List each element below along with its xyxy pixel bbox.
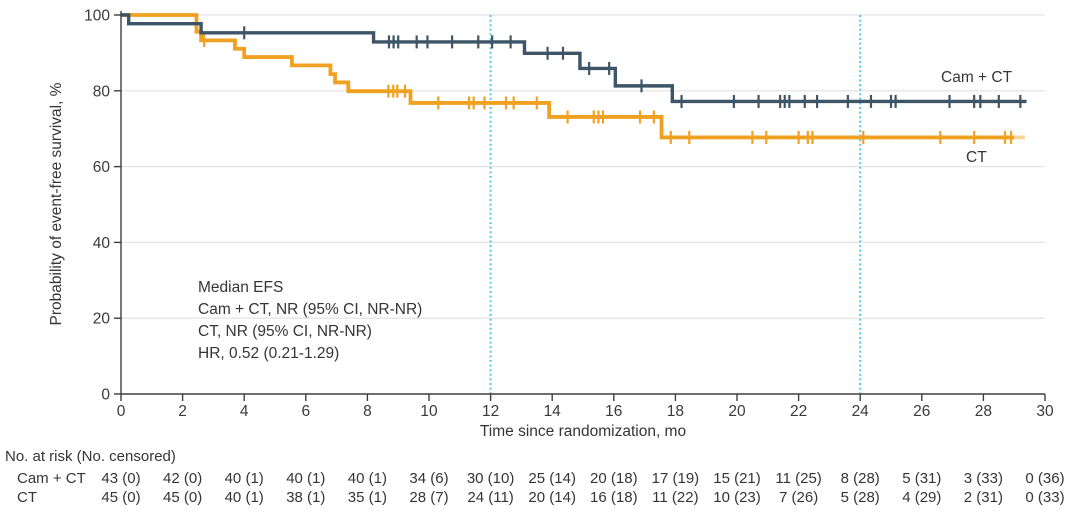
x-tick-label-2: 2 xyxy=(178,403,187,420)
y-tick-label-60: 60 xyxy=(93,159,111,176)
x-tick-label-30: 30 xyxy=(1036,403,1054,420)
risk-value: 28 (7) xyxy=(409,489,449,506)
risk-value: 11 (25) xyxy=(775,470,822,487)
y-tick-label-20: 20 xyxy=(93,311,111,328)
risk-value: 10 (23) xyxy=(713,489,761,506)
x-tick-label-12: 12 xyxy=(482,403,499,420)
x-tick-label-10: 10 xyxy=(420,403,438,420)
risk-value: 35 (1) xyxy=(347,489,387,506)
risk-value: 0 (36) xyxy=(1025,470,1065,487)
risk-value: 40 (1) xyxy=(224,489,264,506)
x-tick-label-28: 28 xyxy=(975,403,992,420)
risk-value: 42 (0) xyxy=(163,470,203,487)
risk-table-header: No. at risk (No. censored) xyxy=(5,448,176,465)
risk-row-label-ct: CT xyxy=(17,489,37,506)
risk-value: 24 (11) xyxy=(467,489,514,506)
median-efs-annotation: Median EFS Cam + CT, NR (95% CI, NR-NR) … xyxy=(198,277,422,365)
x-tick-label-6: 6 xyxy=(301,403,310,420)
x-axis-title: Time since randomization, mo xyxy=(479,423,687,440)
risk-value: 20 (18) xyxy=(590,470,638,487)
km-curve-ct xyxy=(121,13,1015,140)
risk-value: 2 (31) xyxy=(963,489,1003,506)
x-tick-label-24: 24 xyxy=(852,403,870,420)
risk-value: 11 (22) xyxy=(652,489,699,506)
curve-label-ct: CT xyxy=(966,149,987,166)
x-tick-label-22: 22 xyxy=(790,403,807,420)
risk-value: 17 (19) xyxy=(651,470,700,487)
risk-value: 43 (0) xyxy=(101,470,141,487)
x-tick-label-4: 4 xyxy=(240,403,249,420)
risk-value: 38 (1) xyxy=(286,489,326,506)
y-tick-label-40: 40 xyxy=(93,235,111,252)
risk-value: 15 (21) xyxy=(713,470,761,487)
x-tick-label-8: 8 xyxy=(363,403,372,420)
x-tick-label-26: 26 xyxy=(913,403,930,420)
risk-value: 7 (26) xyxy=(779,489,819,506)
risk-value: 40 (1) xyxy=(224,470,264,487)
risk-value: 4 (29) xyxy=(902,489,942,506)
risk-value: 5 (28) xyxy=(840,489,880,506)
y-tick-label-0: 0 xyxy=(101,387,110,404)
risk-value: 25 (14) xyxy=(528,470,576,487)
risk-value: 30 (10) xyxy=(466,470,515,487)
annotation-line-median: Median EFS xyxy=(198,279,284,296)
y-tick-label-80: 80 xyxy=(93,83,111,100)
risk-value: 40 (1) xyxy=(347,470,387,487)
risk-value: 16 (18) xyxy=(590,489,638,506)
x-tick-label-16: 16 xyxy=(605,403,622,420)
y-tick-label-100: 100 xyxy=(84,8,110,25)
x-tick-label-20: 20 xyxy=(728,403,746,420)
risk-row-label-cam-ct: Cam + CT xyxy=(17,470,86,487)
risk-value: 20 (14) xyxy=(528,489,576,506)
risk-value: 0 (33) xyxy=(1025,489,1065,506)
curve-label-cam-ct: Cam + CT xyxy=(941,69,1013,86)
km-curve-cam-ct xyxy=(121,13,1027,104)
x-tick-label-18: 18 xyxy=(667,403,684,420)
risk-value: 5 (31) xyxy=(902,470,942,487)
annotation-line-hr: HR, 0.52 (0.21-1.29) xyxy=(198,345,340,362)
annotation-line-ct: CT, NR (95% CI, NR-NR) xyxy=(198,323,372,340)
risk-value: 8 (28) xyxy=(840,470,880,487)
risk-value: 3 (33) xyxy=(963,470,1003,487)
risk-value: 40 (1) xyxy=(286,470,326,487)
risk-value: 45 (0) xyxy=(163,489,203,506)
annotation-line-cam-ct: Cam + CT, NR (95% CI, NR-NR) xyxy=(198,301,423,318)
risk-value: 34 (6) xyxy=(409,470,449,487)
x-tick-label-14: 14 xyxy=(544,403,562,420)
risk-value: 45 (0) xyxy=(101,489,141,506)
x-tick-label-0: 0 xyxy=(117,403,126,420)
